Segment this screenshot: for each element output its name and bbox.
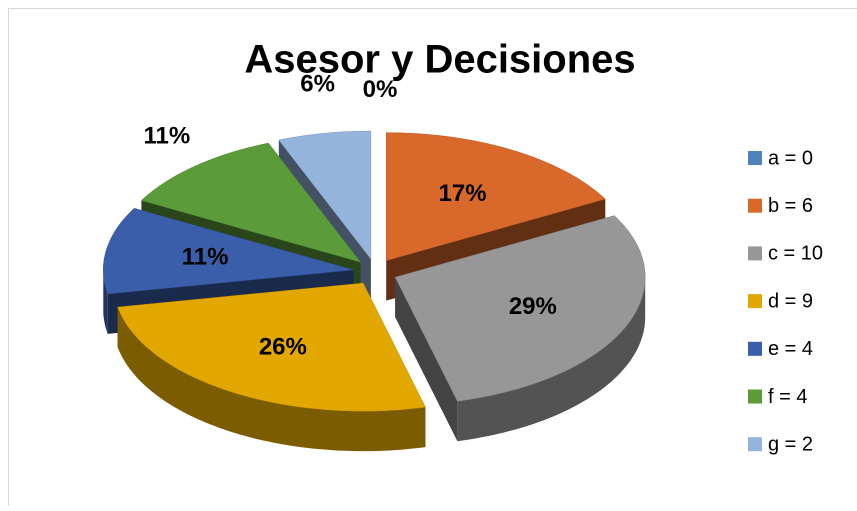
data-label: 17% xyxy=(439,180,487,207)
legend-swatch xyxy=(748,390,762,404)
legend-label: e = 4 xyxy=(768,338,813,360)
legend-label: f = 4 xyxy=(768,386,807,408)
legend-swatch xyxy=(748,437,762,451)
data-label: 29% xyxy=(509,293,557,320)
legend-label: c = 10 xyxy=(768,243,823,265)
legend-label: b = 6 xyxy=(768,195,813,217)
legend-swatch xyxy=(748,199,762,213)
legend-swatch xyxy=(748,294,762,308)
legend-label: d = 9 xyxy=(768,290,813,312)
data-label: 0% xyxy=(363,76,398,103)
data-label: 6% xyxy=(300,71,335,98)
legend-label: g = 2 xyxy=(768,433,813,455)
data-label: 11% xyxy=(143,123,190,150)
data-label: 26% xyxy=(259,333,307,360)
legend-label: a = 0 xyxy=(768,147,813,169)
legend-swatch xyxy=(748,342,762,356)
legend-swatch xyxy=(748,151,762,165)
legend-swatch xyxy=(748,246,762,260)
data-label: 11% xyxy=(182,243,229,270)
